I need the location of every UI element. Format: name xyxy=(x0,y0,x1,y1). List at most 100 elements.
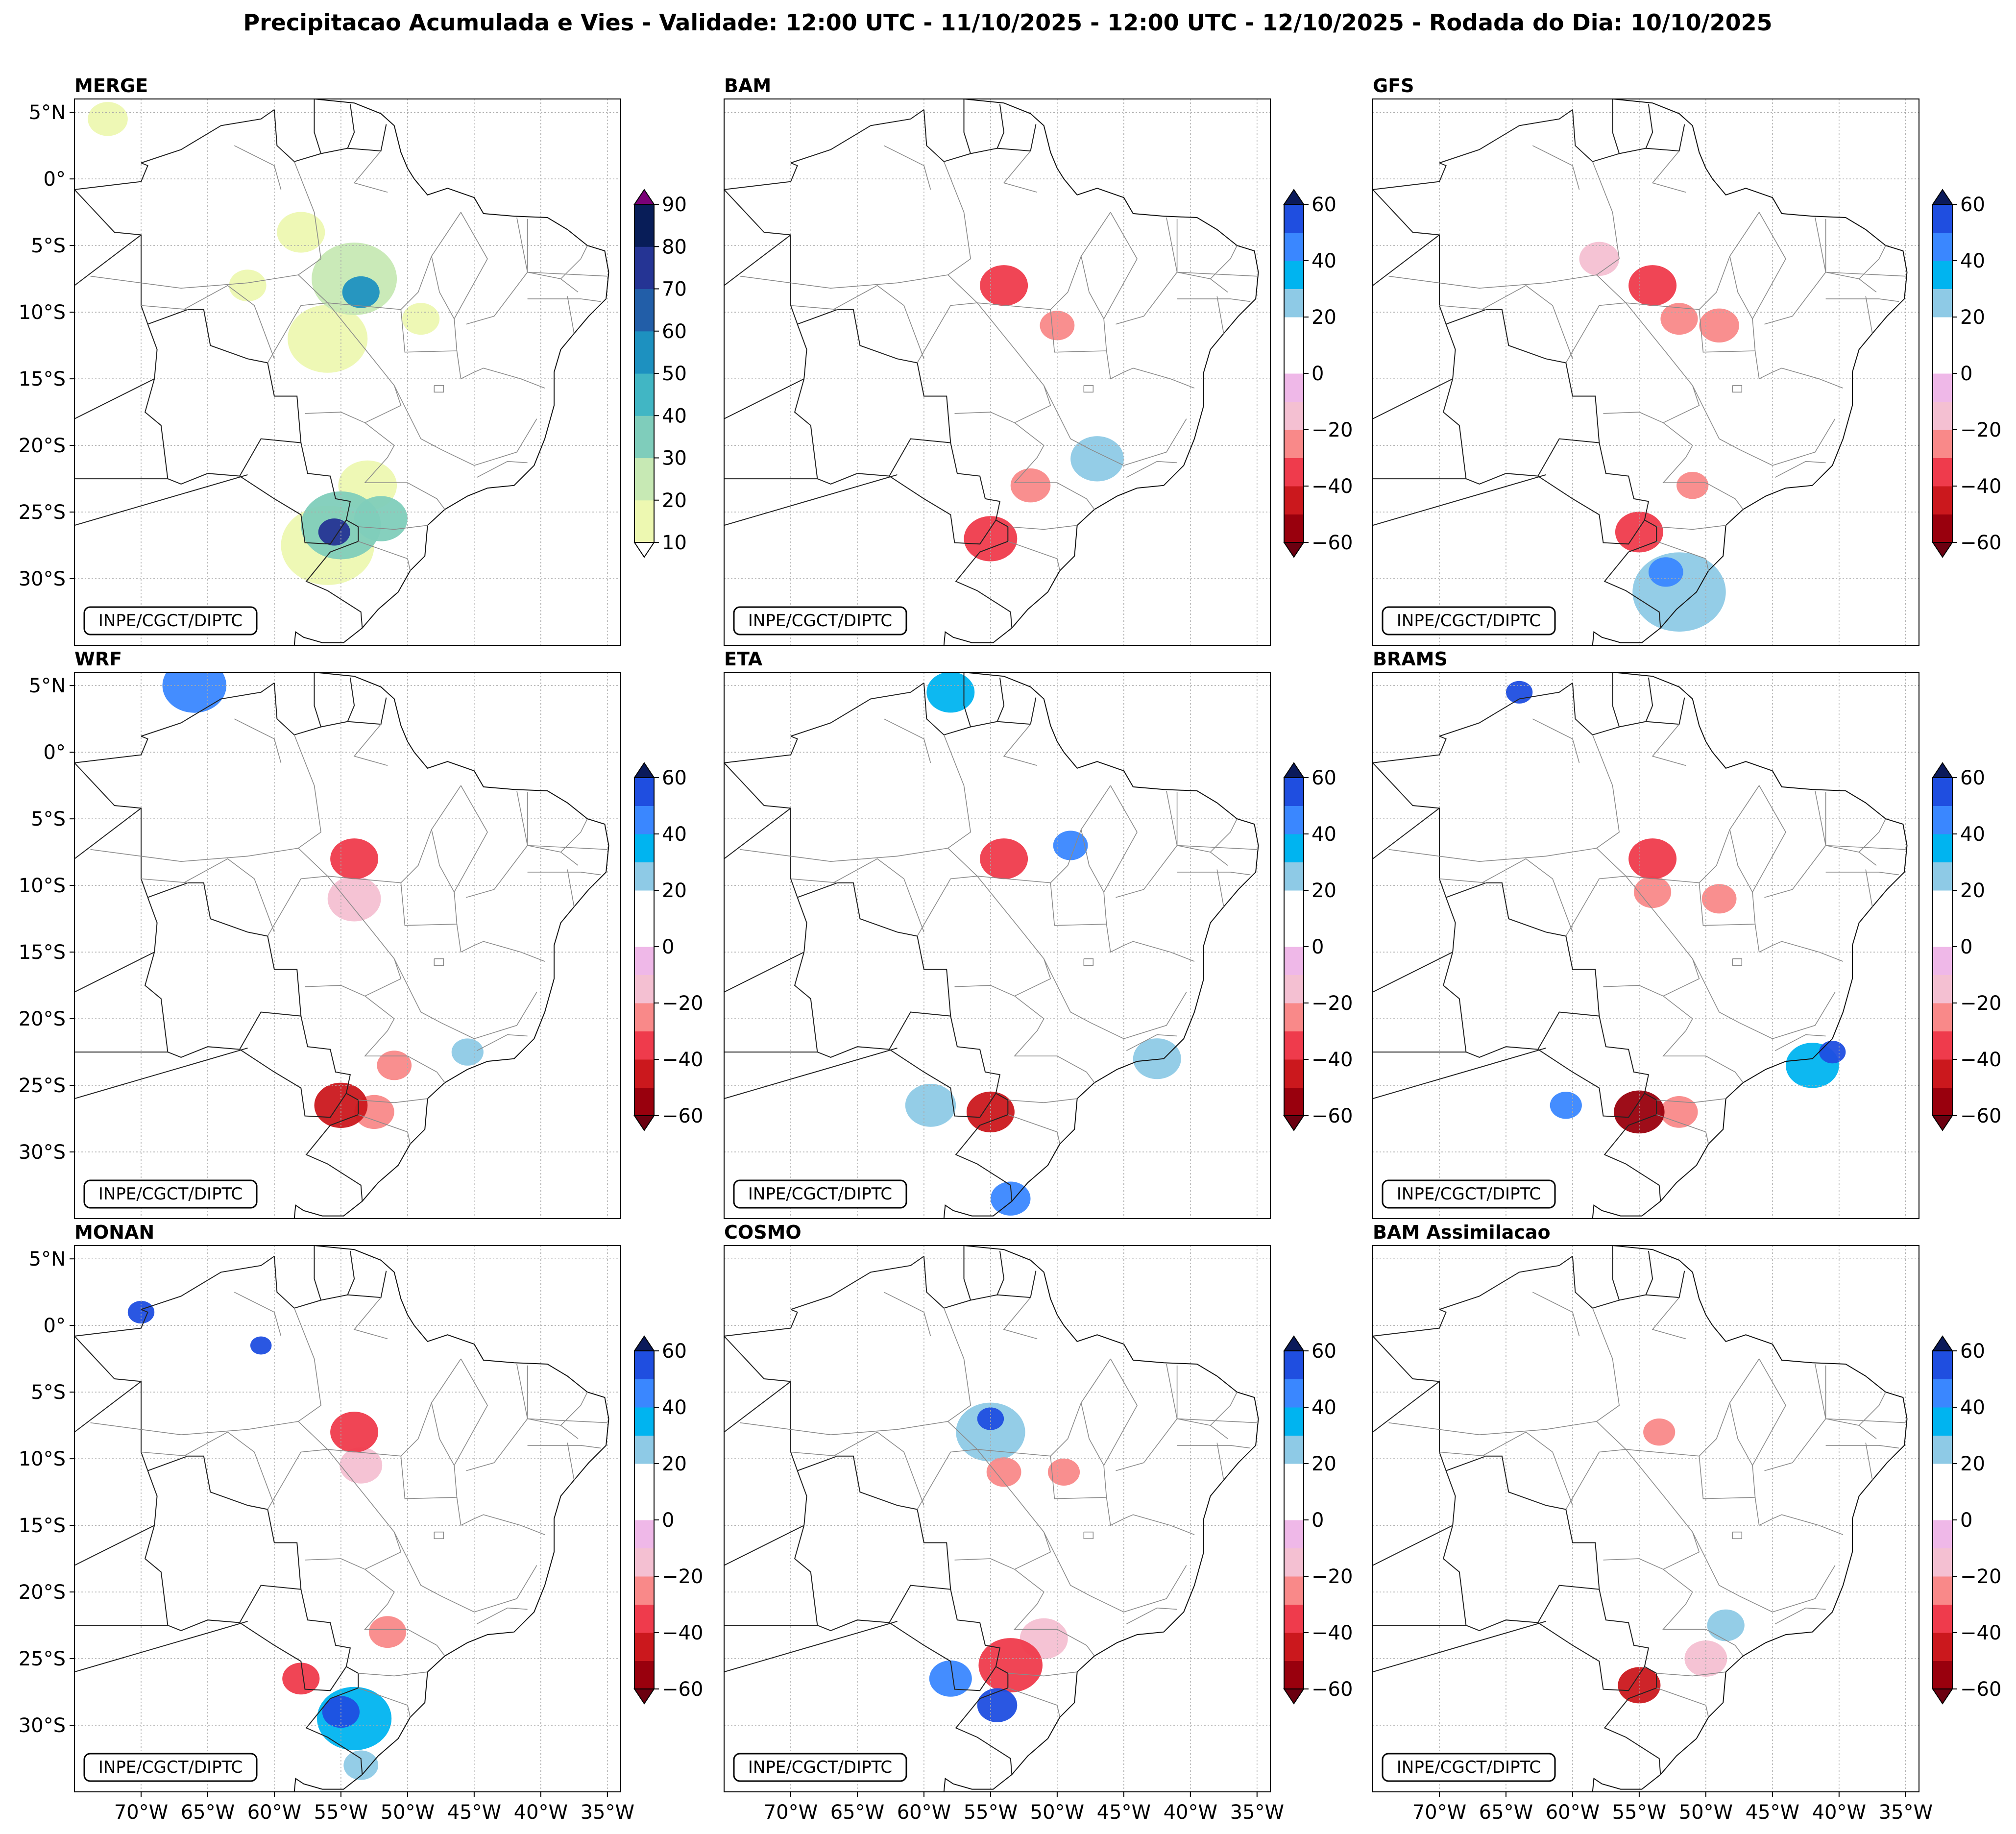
colorbar-segment xyxy=(1284,1520,1304,1548)
colorbar-tick-label: −20 xyxy=(1312,992,1353,1015)
colorbar-segment xyxy=(1933,1407,1952,1436)
state-border xyxy=(1116,217,1178,325)
colorbar-segment xyxy=(1284,514,1304,543)
colorbar-segment xyxy=(1284,1003,1304,1031)
lon-tick-label: 70°W xyxy=(764,1801,818,1824)
data-cell xyxy=(986,1457,1021,1487)
lat-tick-label: 10°S xyxy=(19,301,66,324)
colorbar-extend-high xyxy=(1932,1335,1953,1351)
colorbar-segment xyxy=(1933,947,1952,975)
colorbar-tick-label: 60 xyxy=(1960,767,1985,789)
colorbar-segment xyxy=(1284,401,1304,430)
colorbar-segment xyxy=(634,834,654,862)
data-cell xyxy=(330,838,379,880)
country-border xyxy=(724,735,798,763)
country-border xyxy=(314,672,322,727)
state-border xyxy=(1003,150,1038,193)
colorbar-segment xyxy=(1933,232,1952,261)
state-border xyxy=(1825,845,1906,850)
colorbar-segment xyxy=(1933,1351,1952,1379)
panel-merge: MERGE INPE/CGCT/DIPTC 5°N 0° 5°S 10°S 15°S 20°S… xyxy=(19,75,621,646)
colorbar-tick-label: 60 xyxy=(1312,767,1336,789)
state-border xyxy=(740,274,948,289)
colorbar-segment xyxy=(634,246,654,290)
colorbar-tick-label: −40 xyxy=(662,1049,703,1071)
state-border xyxy=(1210,245,1238,279)
country-border xyxy=(1645,104,1653,148)
state-border xyxy=(1126,1607,1177,1625)
data-cell xyxy=(744,321,784,356)
state-border xyxy=(833,285,924,359)
state-border xyxy=(293,734,461,883)
data-cell xyxy=(977,1688,1018,1722)
colorbar-segment xyxy=(1284,1633,1304,1661)
bias-colorbar: −60 −40 −20 0 20 40 60 xyxy=(633,762,703,1131)
country-border xyxy=(347,1250,355,1295)
precip-colorbar: 10 20 30 40 50 60 70 80 90 xyxy=(633,189,687,558)
state-border xyxy=(1699,1402,1756,1499)
panel-title: MONAN xyxy=(74,1222,154,1243)
lon-tick-label: 50°W xyxy=(381,1801,435,1824)
panel-eta: ETA INPE/CGCT/DIPTC xyxy=(724,648,1271,1219)
country-border xyxy=(147,882,363,1201)
panel-brams: BRAMS INPE/CGCT/DIPTC xyxy=(1372,648,1919,1219)
colorbar-extend-high xyxy=(1283,189,1305,205)
state-border xyxy=(527,845,607,850)
state-border xyxy=(393,1532,537,1613)
credit-badge: INPE/CGCT/DIPTC xyxy=(733,606,907,636)
state-border xyxy=(1532,718,1580,763)
state-border xyxy=(1014,422,1095,510)
data-cell xyxy=(88,102,128,136)
country-border xyxy=(147,1455,363,1775)
colorbar-extend-low xyxy=(1283,1115,1305,1131)
country-border xyxy=(1645,1250,1653,1295)
colorbar-segment xyxy=(634,778,654,806)
colorbar-tick-label: 60 xyxy=(1312,1340,1336,1363)
colorbar-segment xyxy=(634,204,654,247)
country-border xyxy=(1373,162,1447,190)
credit-text: INPE/CGCT/DIPTC xyxy=(748,611,892,631)
state-border xyxy=(454,785,488,893)
map-content xyxy=(74,672,621,1219)
colorbar-segment xyxy=(1284,1464,1304,1492)
colorbar-tick-label: 20 xyxy=(662,489,687,512)
state-border xyxy=(527,872,601,876)
panel-title: MERGE xyxy=(74,75,148,97)
lon-tick-label: 60°W xyxy=(897,1801,951,1824)
panel-title: WRF xyxy=(74,648,122,670)
colorbar-tick-label: −60 xyxy=(662,1678,703,1701)
state-border xyxy=(476,1034,528,1051)
lon-tick-label: 60°W xyxy=(1546,1801,1600,1824)
state-border xyxy=(353,724,388,766)
lat-tick-label: 15°S xyxy=(19,368,66,391)
country-border xyxy=(1373,1525,1453,1566)
credit-text: INPE/CGCT/DIPTC xyxy=(98,1184,243,1204)
state-border xyxy=(1388,1421,1597,1436)
colorbar-segment xyxy=(1284,1407,1304,1436)
state-border xyxy=(466,790,528,898)
state-border xyxy=(1732,1531,1743,1540)
colorbar-segment xyxy=(1933,1576,1952,1605)
lon-tick-label: 40°W xyxy=(514,1801,568,1824)
lat-tick-label: 10°S xyxy=(19,875,66,897)
country-border xyxy=(314,99,322,154)
lat-tick-label: 20°S xyxy=(19,435,66,457)
colorbar-segment xyxy=(1933,1435,1952,1464)
panel-cosmo: COSMO INPE/CGCT/DIPTC 70°W 65°W 60°W 55°W 50°W… xyxy=(724,1222,1284,1824)
country-border xyxy=(74,1525,155,1566)
bias-colorbar: −60 −40 −20 0 20 40 60 xyxy=(633,1335,703,1705)
colorbar-tick-label: 0 xyxy=(662,936,674,958)
lon-tick-label: 40°W xyxy=(1164,1801,1217,1824)
data-cell xyxy=(804,263,857,308)
state-border xyxy=(1216,869,1224,907)
data-cell xyxy=(990,1181,1031,1216)
colorbar-segment xyxy=(634,1492,654,1520)
colorbar-segment xyxy=(634,1003,654,1031)
state-border xyxy=(1662,422,1744,510)
state-border xyxy=(527,1418,607,1423)
data-cell xyxy=(351,1140,411,1191)
state-border xyxy=(1216,1443,1224,1480)
country-border xyxy=(1373,735,1447,763)
map-content xyxy=(724,672,1270,1219)
state-border xyxy=(1752,1358,1786,1466)
